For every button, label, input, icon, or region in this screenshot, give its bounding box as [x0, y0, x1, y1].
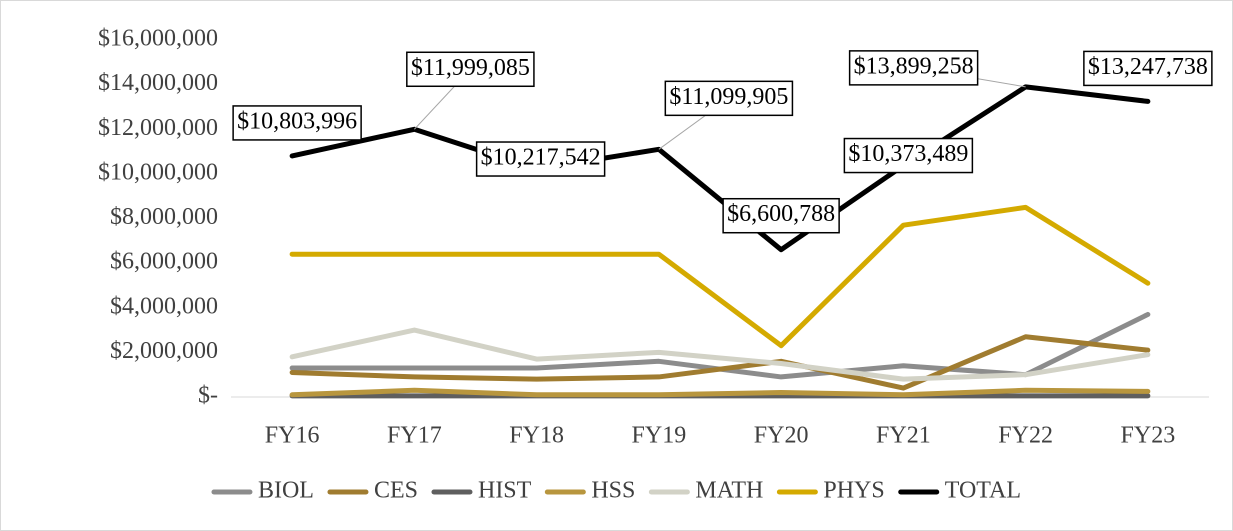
data-label: $10,373,489 — [848, 141, 968, 167]
x-tick-label: FY17 — [387, 423, 442, 449]
series-line — [289, 327, 1151, 382]
legend-label: TOTAL — [945, 478, 1021, 504]
x-tick-label: FY19 — [632, 423, 687, 449]
y-tick-label: $16,000,000 — [98, 26, 218, 52]
data-label: $10,217,542 — [481, 145, 601, 171]
legend-label: MATH — [695, 478, 763, 504]
data-label-box — [664, 80, 794, 117]
data-label: $13,247,738 — [1088, 54, 1208, 80]
x-tick-label: FY18 — [509, 423, 564, 449]
series-line — [289, 334, 1151, 391]
x-tick-label: FY20 — [754, 423, 809, 449]
series-line — [289, 84, 1151, 253]
legend-label: HIST — [478, 478, 532, 504]
legend-label: PHYS — [823, 478, 884, 504]
data-label-box — [475, 141, 606, 177]
y-tick-label: $4,000,000 — [110, 293, 218, 319]
legend-label: HSS — [591, 478, 635, 504]
x-tick-label: FY22 — [998, 423, 1053, 449]
y-tick-label: $8,000,000 — [110, 204, 218, 230]
data-label-box — [722, 197, 840, 234]
x-tick-label: FY23 — [1121, 423, 1176, 449]
x-tick-label: FY16 — [265, 423, 320, 449]
x-tick-label: FY21 — [876, 423, 931, 449]
series-line — [289, 387, 1151, 398]
data-label: $11,999,085 — [411, 55, 530, 81]
y-tick-label: $- — [198, 383, 218, 409]
data-label-box — [1083, 50, 1213, 87]
data-label: $6,600,788 — [727, 201, 835, 227]
y-tick-label: $10,000,000 — [98, 159, 218, 185]
data-label: $13,899,258 — [854, 53, 974, 79]
data-label-box — [843, 137, 974, 174]
y-tick-label: $6,000,000 — [110, 249, 218, 275]
y-tick-label: $2,000,000 — [110, 338, 218, 364]
legend-label: BIOL — [258, 478, 314, 504]
y-tick-label: $14,000,000 — [98, 70, 218, 96]
series-line — [289, 204, 1151, 349]
data-label-box — [406, 51, 535, 88]
legend-label: CES — [374, 478, 418, 504]
data-label-box — [232, 105, 362, 141]
data-label: $10,803,996 — [237, 108, 357, 134]
data-label-box — [848, 50, 979, 86]
data-label: $11,099,905 — [669, 84, 788, 110]
y-tick-label: $12,000,000 — [98, 115, 218, 141]
